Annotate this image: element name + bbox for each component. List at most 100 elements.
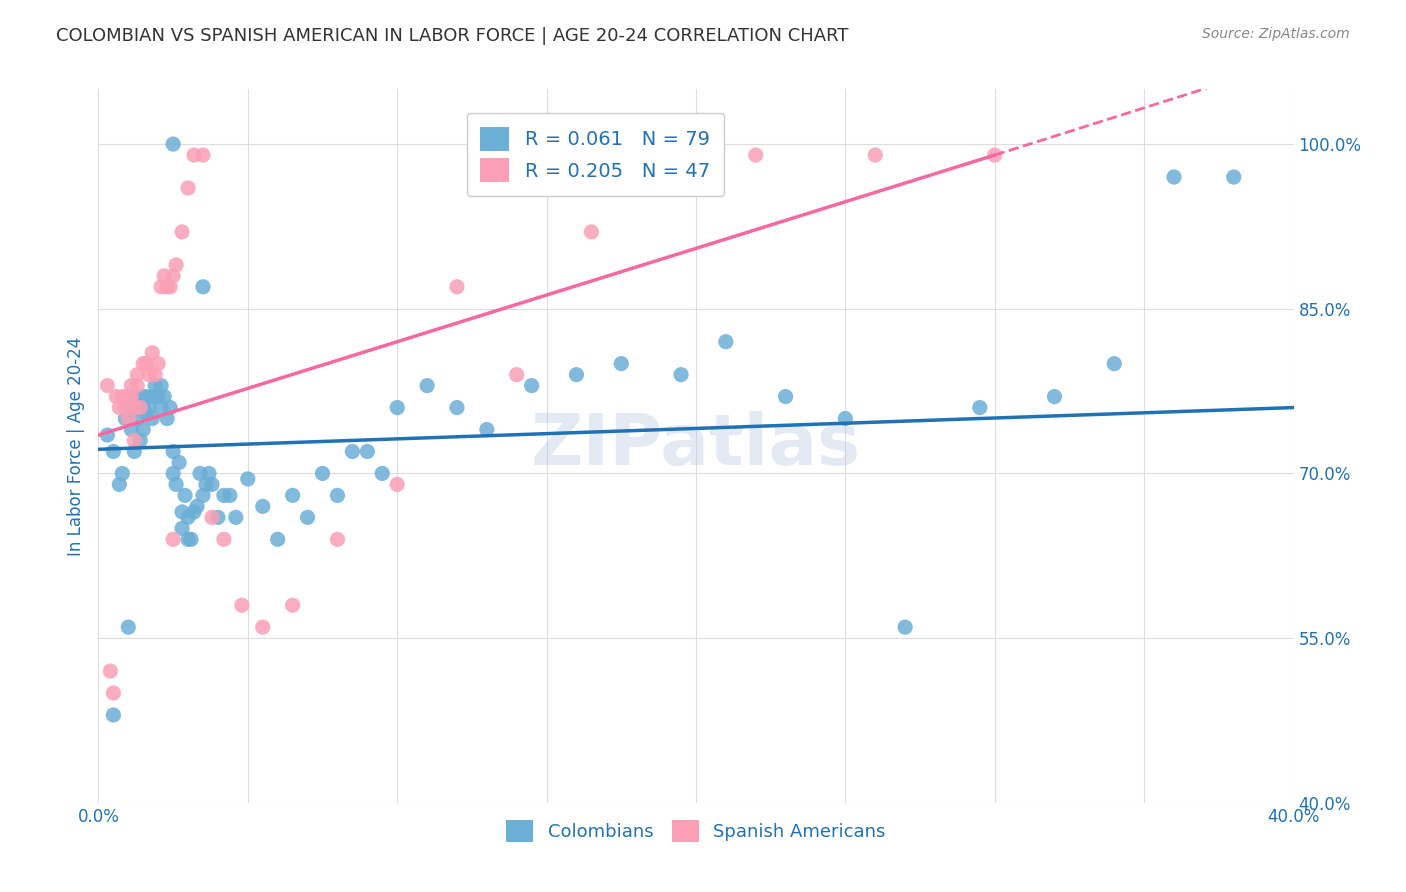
Point — [212, 488, 235, 502]
Point — [114, 411, 136, 425]
Point — [610, 357, 633, 371]
Point — [371, 467, 394, 481]
Point — [108, 477, 131, 491]
Point — [129, 434, 152, 448]
Point — [129, 401, 152, 415]
Point — [180, 533, 202, 547]
Point — [231, 598, 253, 612]
Point — [201, 510, 224, 524]
Point — [124, 434, 146, 448]
Point — [236, 472, 259, 486]
Point — [103, 444, 125, 458]
Point — [141, 411, 163, 425]
Point — [132, 390, 155, 404]
Point — [865, 148, 887, 162]
Point — [385, 401, 409, 415]
Point — [156, 280, 179, 294]
Point — [894, 620, 917, 634]
Point — [475, 423, 498, 437]
Point — [1223, 169, 1246, 184]
Point — [191, 280, 214, 294]
Point — [326, 488, 349, 502]
Point — [117, 390, 139, 404]
Point — [105, 390, 128, 404]
Text: Source: ZipAtlas.com: Source: ZipAtlas.com — [1202, 27, 1350, 41]
Point — [143, 368, 166, 382]
Point — [141, 390, 163, 404]
Point — [132, 401, 155, 415]
Point — [127, 378, 149, 392]
Point — [153, 390, 176, 404]
Point — [356, 444, 378, 458]
Point — [745, 148, 768, 162]
Point — [252, 620, 274, 634]
Point — [183, 148, 205, 162]
Point — [446, 401, 468, 415]
Point — [172, 521, 194, 535]
Point — [165, 477, 187, 491]
Point — [446, 280, 468, 294]
Point — [120, 423, 142, 437]
Point — [172, 225, 194, 239]
Point — [138, 401, 160, 415]
Point — [775, 390, 797, 404]
Point — [207, 510, 229, 524]
Point — [162, 268, 184, 283]
Point — [281, 488, 304, 502]
Point — [191, 148, 214, 162]
Point — [219, 488, 242, 502]
Point — [172, 505, 194, 519]
Point — [96, 428, 118, 442]
Point — [127, 411, 149, 425]
Point — [127, 368, 149, 382]
Point — [135, 390, 157, 404]
Point — [1104, 357, 1126, 371]
Point — [148, 357, 170, 371]
Point — [141, 345, 163, 359]
Point — [96, 378, 118, 392]
Point — [565, 368, 588, 382]
Point — [120, 378, 142, 392]
Point — [669, 368, 692, 382]
Point — [167, 455, 190, 469]
Point — [655, 159, 678, 173]
Point — [297, 510, 319, 524]
Point — [150, 401, 173, 415]
Point — [326, 533, 349, 547]
Point — [124, 444, 146, 458]
Point — [385, 477, 409, 491]
Point — [198, 467, 221, 481]
Point — [177, 533, 200, 547]
Point — [127, 401, 149, 415]
Point — [132, 423, 155, 437]
Point — [150, 280, 173, 294]
Point — [162, 137, 184, 152]
Point — [143, 378, 166, 392]
Point — [153, 268, 176, 283]
Legend: Colombians, Spanish Americans: Colombians, Spanish Americans — [498, 811, 894, 851]
Point — [103, 686, 125, 700]
Point — [281, 598, 304, 612]
Point — [117, 620, 139, 634]
Point — [114, 401, 136, 415]
Point — [103, 708, 125, 723]
Point — [135, 357, 157, 371]
Point — [174, 488, 197, 502]
Y-axis label: In Labor Force | Age 20-24: In Labor Force | Age 20-24 — [66, 336, 84, 556]
Point — [108, 401, 131, 415]
Point — [138, 368, 160, 382]
Point — [581, 225, 603, 239]
Text: ZIPatlas: ZIPatlas — [531, 411, 860, 481]
Point — [162, 533, 184, 547]
Point — [165, 258, 187, 272]
Point — [132, 357, 155, 371]
Point — [984, 148, 1007, 162]
Text: COLOMBIAN VS SPANISH AMERICAN IN LABOR FORCE | AGE 20-24 CORRELATION CHART: COLOMBIAN VS SPANISH AMERICAN IN LABOR F… — [56, 27, 849, 45]
Point — [252, 500, 274, 514]
Point — [159, 401, 181, 415]
Point — [159, 280, 181, 294]
Point — [150, 378, 173, 392]
Point — [124, 390, 146, 404]
Point — [117, 401, 139, 415]
Point — [135, 406, 157, 420]
